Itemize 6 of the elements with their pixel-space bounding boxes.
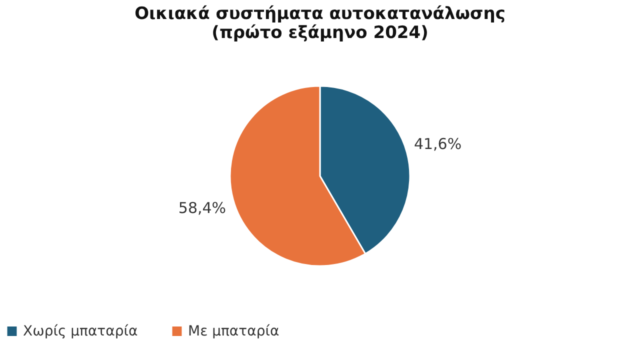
data-label: 58,4% (178, 198, 226, 217)
text: (πρώτο εξάμηνο 2024) (212, 23, 428, 43)
legend-label: Με μπαταρία (188, 323, 280, 340)
text: Οικιακά συστήματα αυτοκατανάλωσης (134, 4, 506, 24)
data-label: 41,6% (414, 135, 462, 154)
legend-label: Χωρίς μπαταρία (23, 323, 138, 340)
